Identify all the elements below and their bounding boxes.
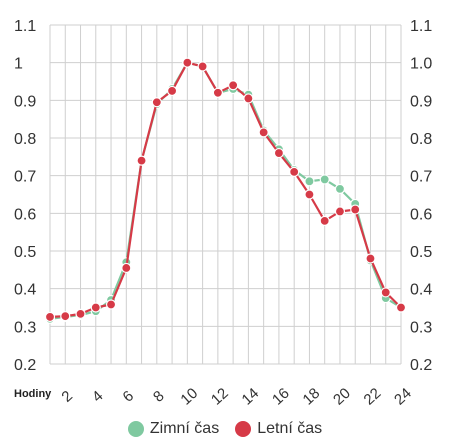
series-line-zimni: [49, 61, 402, 320]
x-tick-label: 10: [177, 385, 201, 409]
data-point-letni[interactable]: [334, 206, 346, 217]
y-tick-label-right: 0.5: [410, 244, 432, 261]
series-layer: [44, 57, 407, 324]
y-tick-label-right: 1.0: [410, 56, 432, 73]
data-point-zimni[interactable]: [334, 183, 346, 194]
data-point-letni[interactable]: [365, 253, 376, 264]
y-tick-label-right: 0.3: [410, 319, 432, 336]
data-point-letni[interactable]: [166, 85, 178, 97]
y-tick-label-left: 0.8: [14, 131, 36, 148]
y-tick-label-left: 0.2: [14, 357, 36, 374]
data-point-zimni[interactable]: [319, 174, 330, 185]
y-tick-label-left: 0.4: [14, 282, 36, 299]
x-tick-label: 22: [361, 385, 385, 409]
data-point-letni[interactable]: [90, 302, 101, 313]
x-axis-label: Hodiny: [14, 388, 52, 400]
x-tick-label: 2: [58, 388, 76, 406]
y-tick-label-right: 0.7: [410, 169, 432, 186]
x-axis: Hodiny 2 4 6 8 10 12 14 16 18 20 22 24: [14, 385, 415, 409]
x-tick-label: 24: [391, 385, 415, 409]
y-axis-right: 0.2 0.3 0.4 0.5 0.6 0.7 0.8 0.9 1.0 1.1: [410, 18, 432, 374]
x-tick-label: 20: [330, 385, 354, 409]
data-point-letni[interactable]: [60, 311, 71, 322]
y-tick-label-right: 0.8: [410, 131, 432, 148]
grid: [49, 24, 402, 365]
y-tick-label-right: 0.4: [410, 282, 432, 299]
data-point-letni[interactable]: [182, 57, 193, 68]
legend: Zimní čas Letní čas: [0, 416, 450, 442]
data-point-letni[interactable]: [380, 287, 391, 298]
data-point-letni[interactable]: [151, 97, 162, 108]
x-tick-label: 8: [150, 388, 168, 406]
data-point-letni[interactable]: [319, 215, 330, 226]
legend-label-zimni: Zimní čas: [149, 420, 220, 437]
y-tick-label-left: 0.3: [14, 319, 36, 336]
y-tick-label-left: 0.9: [14, 93, 36, 110]
data-point-letni[interactable]: [258, 127, 269, 138]
data-point-letni[interactable]: [197, 61, 208, 72]
x-tick-label: 14: [238, 385, 262, 409]
x-tick-label: 12: [208, 385, 232, 409]
data-point-letni[interactable]: [44, 311, 56, 323]
x-tick-label: 16: [269, 385, 293, 409]
x-tick-label: 6: [120, 388, 138, 406]
data-point-letni[interactable]: [75, 308, 86, 320]
data-point-letni[interactable]: [289, 166, 300, 177]
legend-item-letni[interactable]: Letní čas: [235, 420, 322, 438]
x-tick-label: 4: [89, 388, 107, 406]
y-tick-label-left: 0.7: [14, 169, 36, 186]
y-axis-left: 0.2 0.3 0.4 0.5 0.6 0.7 0.8 0.9 1 1.1: [14, 18, 36, 374]
y-tick-label-left: 1: [14, 56, 23, 73]
y-tick-label-right: 0.2: [410, 357, 432, 374]
line-chart: 0.20.30.40.50.60.70.80.911.1 0.20.30.40.…: [14, 18, 432, 409]
data-point-letni[interactable]: [243, 93, 254, 104]
data-point-letni[interactable]: [273, 147, 285, 159]
legend-label-letni: Letní čas: [257, 420, 323, 437]
x-tick-label: 18: [300, 385, 324, 409]
y-tick-label-right: 1.1: [410, 18, 432, 35]
data-point-letni[interactable]: [350, 204, 361, 215]
data-point-letni[interactable]: [395, 302, 407, 313]
legend-swatch-zimni: [127, 421, 144, 437]
data-point-letni[interactable]: [228, 80, 239, 91]
y-tick-label-right: 0.6: [410, 206, 432, 223]
data-point-letni[interactable]: [212, 87, 223, 98]
data-point-letni[interactable]: [304, 189, 315, 200]
legend-swatch-letni: [235, 421, 252, 437]
y-tick-label-left: 0.5: [14, 244, 36, 261]
data-point-letni[interactable]: [136, 155, 147, 166]
y-tick-label-left: 1.1: [14, 18, 36, 35]
data-point-letni[interactable]: [105, 299, 117, 310]
y-tick-label-left: 0.6: [14, 206, 36, 223]
data-point-zimni[interactable]: [304, 176, 315, 187]
data-point-letni[interactable]: [121, 262, 132, 274]
legend-item-zimni[interactable]: Zimní čas: [127, 420, 220, 438]
y-tick-label-right: 0.9: [410, 93, 432, 110]
